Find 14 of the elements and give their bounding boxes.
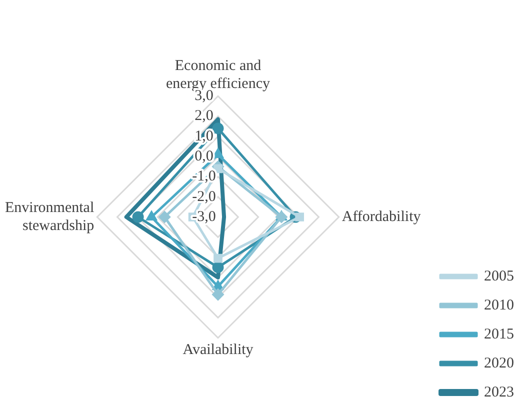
- y-tick-label: -3,0: [192, 208, 216, 225]
- spoke-label: Affordability: [342, 208, 422, 225]
- legend-label: 2020: [484, 355, 514, 372]
- legend-label: 2010: [484, 297, 514, 314]
- legend-label: 2005: [484, 268, 514, 284]
- y-tick-label: 3,0: [194, 88, 214, 104]
- y-tick-label: -2,0: [192, 188, 216, 205]
- y-tick-label: 0,0: [194, 148, 214, 165]
- legend-label: 2023: [484, 384, 514, 400]
- y-tick-label: 2,0: [194, 108, 214, 124]
- legend-label: 2015: [484, 326, 514, 342]
- y-tick-label: -1,0: [192, 168, 216, 185]
- spoke-label: Availability: [182, 342, 254, 358]
- spoke-label: Environmental stewardship: [4, 200, 94, 234]
